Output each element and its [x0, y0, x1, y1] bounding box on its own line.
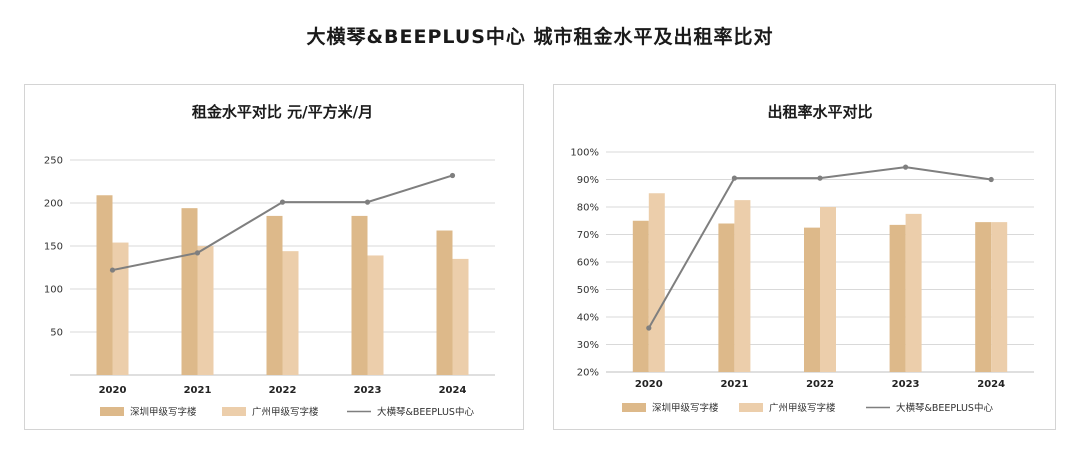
x-tick-label: 2021	[720, 379, 748, 390]
rent-level-chart: 租金水平对比 元/平方米/月 50 100 150 200 250 2020 2021 2022…	[44, 103, 495, 418]
line-point	[988, 176, 994, 183]
page-title: 大横琴&BEEPLUS中心 城市租金水平及出租率比对	[306, 26, 774, 48]
y-tick-label: 200	[44, 199, 63, 210]
bar	[804, 227, 820, 372]
rent-level-chart-panel: 租金水平对比 元/平方米/月 50 100 150 200 250 2020 2021 2022…	[24, 84, 524, 430]
y-tick-label: 100%	[570, 148, 599, 159]
x-tick-label: 2024	[439, 385, 467, 396]
bar	[181, 208, 198, 375]
bar	[436, 230, 453, 375]
line-point	[449, 172, 456, 179]
x-tick-label: 2020	[635, 379, 663, 390]
y-tick-label: 60%	[577, 258, 599, 269]
x-tick-label: 2024	[977, 379, 1005, 390]
bar	[351, 215, 368, 375]
legend-swatch	[739, 403, 763, 412]
bar	[889, 224, 906, 372]
legend-label: 大横琴&BEEPLUS中心	[377, 406, 474, 418]
y-tick-label: 80%	[577, 203, 599, 214]
y-tick-label: 50%	[577, 285, 599, 296]
legend-swatch	[622, 403, 646, 412]
bar	[648, 193, 665, 372]
y-tick-label: 40%	[577, 313, 599, 324]
occupancy-rate-chart-panel: 出租率水平对比 20% 30% 40% 50% 60% 70% 80% 90% 100% 2020 2…	[553, 84, 1056, 430]
legend-label: 广州甲级写字楼	[769, 402, 836, 414]
bar	[991, 222, 1008, 372]
y-tick-label: 150	[44, 242, 63, 253]
line-point	[903, 164, 909, 170]
legend-swatch	[222, 407, 246, 416]
line-point	[817, 175, 823, 181]
x-tick-label: 2022	[806, 379, 834, 390]
bar	[975, 222, 992, 372]
bar	[197, 246, 214, 375]
chart-title: 租金水平对比 元/平方米/月	[192, 103, 373, 121]
y-tick-label: 50	[50, 328, 63, 339]
bar	[905, 213, 922, 372]
occupancy-rate-chart: 出租率水平对比 20% 30% 40% 50% 60% 70% 80% 90% 100% 2020 2…	[570, 103, 1034, 414]
y-tick-label: 100	[44, 285, 63, 296]
bar	[96, 195, 113, 375]
legend-label: 大横琴&BEEPLUS中心	[896, 402, 993, 414]
x-tick-label: 2023	[892, 379, 920, 390]
bar	[452, 258, 469, 375]
line-point	[364, 199, 371, 205]
bar	[718, 223, 735, 372]
legend-label: 广州甲级写字楼	[252, 406, 319, 418]
bar	[632, 220, 649, 372]
bar	[734, 200, 751, 372]
bar	[112, 242, 129, 375]
y-tick-label: 70%	[577, 230, 599, 241]
legend-swatch	[100, 407, 124, 416]
line-point	[194, 250, 201, 256]
bar	[282, 251, 299, 375]
line-point	[279, 199, 286, 205]
line-point	[646, 325, 652, 331]
legend-label: 深圳甲级写字楼	[130, 406, 197, 418]
legend-label: 深圳甲级写字楼	[652, 402, 719, 414]
bar	[820, 207, 836, 372]
x-tick-label: 2022	[269, 385, 297, 396]
y-tick-label: 250	[44, 156, 63, 167]
x-tick-label: 2020	[99, 385, 127, 396]
bar	[367, 255, 384, 375]
bar	[266, 215, 283, 375]
y-tick-label: 90%	[577, 175, 599, 186]
x-tick-label: 2021	[184, 385, 212, 396]
line-point	[731, 175, 737, 181]
x-tick-label: 2023	[354, 385, 382, 396]
line-point	[109, 267, 116, 273]
chart-title: 出租率水平对比	[767, 103, 872, 121]
y-tick-label: 30%	[577, 340, 599, 351]
y-tick-label: 20%	[577, 368, 599, 379]
